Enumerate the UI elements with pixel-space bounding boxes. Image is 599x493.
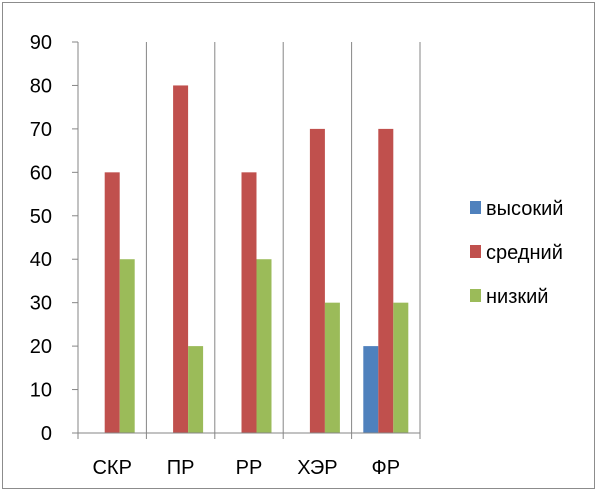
bars <box>104 85 409 434</box>
x-tick-label: ФР <box>372 457 401 479</box>
legend-label: низкий <box>486 286 548 308</box>
y-tick-label: 20 <box>30 336 52 358</box>
x-tick-label: СКР <box>92 457 131 479</box>
bar-средний-РР <box>241 172 257 434</box>
x-tick-label: ПР <box>167 457 195 479</box>
y-tick-label: 30 <box>30 293 52 315</box>
legend-swatch-высокий <box>470 201 481 214</box>
y-tick-label: 0 <box>41 423 52 445</box>
y-tick-labels: 0 10 20 30 40 50 60 70 80 90 <box>30 32 52 445</box>
y-tick-label: 70 <box>30 119 52 141</box>
legend-swatch-средний <box>470 245 481 258</box>
legend: высокий средний низкий <box>470 198 563 308</box>
legend-label: средний <box>486 242 563 264</box>
axes <box>72 41 421 439</box>
bar-средний-ФР <box>378 128 394 433</box>
x-tick-label: РР <box>236 457 263 479</box>
y-tick-label: 40 <box>30 249 52 271</box>
bar-средний-ПР <box>173 85 189 433</box>
bar-средний-СКР <box>104 172 120 434</box>
x-tick-labels: СКР ПР РР ХЭР ФР <box>92 457 400 479</box>
bar-средний-ХЭР <box>309 128 325 433</box>
y-tick-label: 90 <box>30 32 52 54</box>
legend-label: высокий <box>486 198 563 220</box>
y-tick-label: 80 <box>30 75 52 97</box>
bar-низкий-ФР <box>393 302 409 433</box>
legend-swatch-низкий <box>470 289 481 302</box>
bar-низкий-ХЭР <box>324 302 340 433</box>
y-tick-label: 10 <box>30 380 52 402</box>
y-tick-label: 50 <box>30 206 52 228</box>
x-tick-label: ХЭР <box>297 457 337 479</box>
bar-низкий-ПР <box>188 346 204 433</box>
bar-высокий-ФР <box>363 346 379 433</box>
y-tick-label: 60 <box>30 162 52 184</box>
chart-frame <box>2 2 595 489</box>
grid-lines <box>145 42 421 433</box>
bar-низкий-СКР <box>119 259 135 433</box>
bar-низкий-РР <box>256 259 272 433</box>
